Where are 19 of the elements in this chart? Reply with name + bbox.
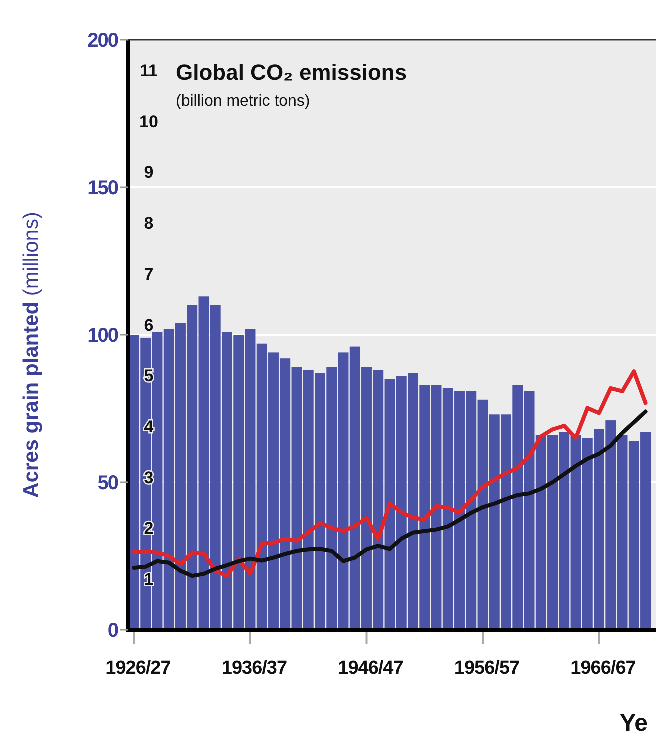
y-tick-label: 50 (98, 472, 119, 494)
x-tick-label: 1966/67 (570, 658, 636, 679)
y-tick-label: 0 (108, 620, 119, 642)
x-tick-label: 1946/47 (338, 658, 404, 679)
y2-tick-label: 10 (140, 112, 158, 132)
y2-axis-title: Global CO₂ emissions (billion metric tons) (176, 60, 408, 110)
y2-tick-label: 11 (140, 61, 158, 80)
y2-tick-label: 6 (144, 316, 154, 335)
y2-tick-label: 8 (144, 214, 154, 234)
y-tick-label: 100 (88, 325, 119, 347)
x-tick-label: 1936/37 (222, 658, 288, 679)
x-tick-label: 1926/27 (106, 658, 171, 679)
y-tick-label: 150 (88, 178, 119, 200)
y-tick-label: 200 (88, 30, 119, 52)
y2-tick-label: 9 (144, 163, 154, 182)
x-tick-label: 1956/57 (454, 658, 520, 679)
y2-tick-label: 7 (144, 264, 154, 284)
x-axis-title: Ye (620, 710, 648, 737)
y-axis-title: Acres grain planted (millions) (20, 212, 43, 498)
